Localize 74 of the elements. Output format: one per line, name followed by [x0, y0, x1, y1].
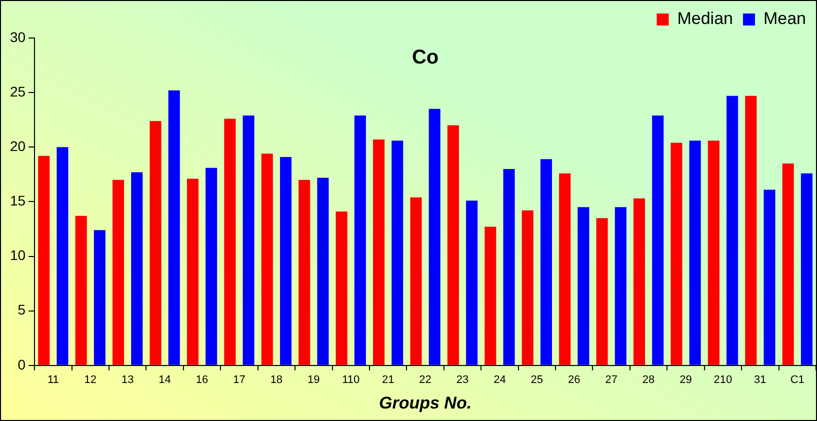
bar: [280, 156, 292, 365]
bar: [578, 207, 590, 365]
bar: [782, 164, 794, 365]
bar: [466, 200, 478, 365]
bar: [670, 142, 682, 365]
bar: [131, 172, 143, 365]
bar: [186, 178, 198, 365]
x-tick-label: 14: [158, 374, 171, 386]
bar: [410, 197, 422, 365]
x-tick-label: 31: [754, 374, 766, 386]
bar: [800, 173, 812, 365]
bar: [447, 125, 459, 365]
bar: [206, 168, 218, 365]
legend-label: Mean: [763, 9, 806, 28]
x-tick-label: 23: [456, 374, 469, 386]
bar: [652, 115, 664, 365]
bar: [726, 96, 738, 365]
x-axis-title: Groups No.: [379, 393, 472, 412]
bar: [428, 108, 440, 365]
bar: [354, 115, 366, 365]
bar: [689, 140, 701, 365]
x-tick-label: 25: [530, 374, 544, 386]
bar: [261, 154, 273, 365]
bar: [75, 216, 87, 365]
bar: [336, 212, 348, 365]
bar: [56, 147, 68, 365]
bar: [298, 180, 310, 365]
bar: [596, 218, 608, 365]
y-tick-label: 0: [18, 356, 26, 372]
y-tick-label: 25: [10, 83, 26, 100]
bar: [559, 173, 571, 365]
x-tick-label: 27: [605, 374, 618, 386]
x-tick-label: 21: [382, 374, 394, 386]
bar: [317, 178, 329, 365]
bar: [94, 230, 106, 365]
x-tick-label: 24: [494, 374, 506, 386]
x-tick-label: 18: [270, 374, 283, 386]
bar: [112, 180, 124, 365]
y-tick-label: 5: [18, 302, 26, 318]
bar: [373, 139, 385, 365]
x-tick-label: 110: [342, 374, 360, 386]
bar: [38, 156, 50, 365]
x-tick-label: 12: [84, 374, 97, 386]
bar: [150, 120, 162, 365]
y-tick-label: 10: [10, 247, 26, 264]
bar: [503, 168, 515, 365]
x-tick-label: 26: [568, 374, 580, 386]
legend-label: Median: [677, 9, 733, 28]
bar: [224, 118, 236, 365]
bar: [522, 210, 534, 365]
y-tick-label: 20: [10, 138, 26, 154]
bar: [633, 198, 646, 365]
x-tick-label: 11: [47, 374, 59, 386]
bar: [392, 140, 404, 365]
bar: [540, 159, 552, 365]
x-tick-label: C1: [790, 374, 804, 386]
bar: [484, 226, 496, 365]
x-tick-label: 22: [419, 374, 432, 386]
y-tick-label: 30: [10, 28, 26, 45]
x-tick-label: 13: [121, 374, 134, 386]
x-tick-label: 19: [308, 374, 320, 386]
x-tick-label: 29: [680, 374, 692, 386]
x-tick-label: 17: [233, 374, 246, 386]
bar: [168, 90, 180, 365]
bar: [764, 190, 776, 365]
x-tick-label: 16: [196, 374, 208, 386]
bar: [745, 96, 757, 365]
bar: [708, 140, 720, 365]
bar: [242, 115, 254, 365]
x-tick-label: 28: [642, 374, 655, 386]
y-tick-label: 15: [10, 192, 26, 209]
x-tick-label: 210: [714, 374, 732, 386]
bar: [614, 207, 626, 365]
chart-title: Co: [412, 46, 439, 69]
